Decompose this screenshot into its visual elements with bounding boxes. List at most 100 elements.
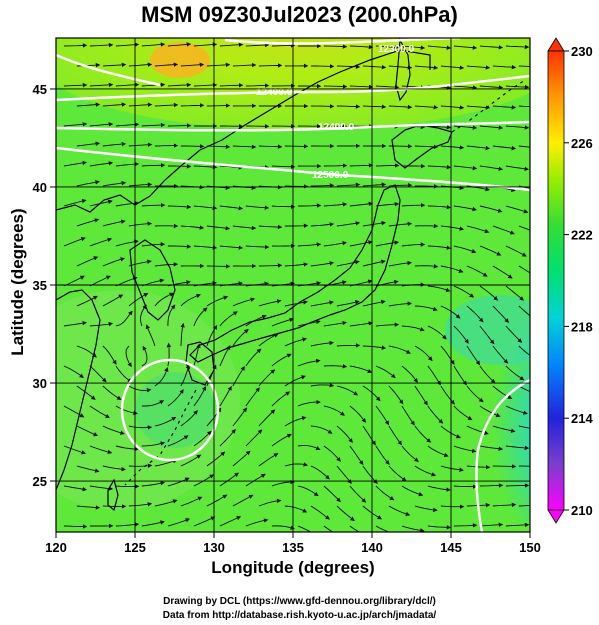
colorbar-tick-label: 218 <box>571 319 593 334</box>
streamline-arrow <box>245 387 260 407</box>
streamline-arrow <box>245 348 262 367</box>
streamline-arrow <box>336 64 361 69</box>
streamline-arrow <box>414 345 433 362</box>
streamline-arrow <box>518 345 530 356</box>
streamline-arrow <box>206 494 228 507</box>
contour-label-12500: 12500.0 <box>312 170 349 181</box>
streamline-arrow <box>89 445 113 455</box>
streamline-arrow <box>323 405 345 416</box>
colorbar-tick-label: 226 <box>571 136 593 151</box>
streamline-arrow <box>479 365 496 384</box>
streamline-arrow <box>505 405 528 415</box>
streamline-arrow <box>453 523 478 528</box>
streamline-arrow <box>297 358 321 367</box>
height-contours <box>56 38 530 532</box>
streamline-arrow <box>232 494 254 507</box>
streamline-arrow <box>310 425 333 434</box>
streamline-arrow <box>102 425 125 435</box>
streamline-arrow <box>180 454 202 467</box>
streamline-arrow <box>102 345 117 365</box>
streamline-arrow <box>297 445 321 451</box>
streamline-arrow <box>323 485 341 503</box>
streamline-arrow <box>219 385 232 407</box>
streamline-arrow <box>492 265 513 279</box>
streamline-arrow <box>336 260 360 267</box>
streamline-arrow <box>427 525 452 530</box>
streamline-arrow <box>193 430 212 447</box>
contour-labels: 12300.0 12400.0 12400.0 12500.0 <box>256 44 415 181</box>
streamline-arrow <box>505 165 529 172</box>
streamline-arrow <box>388 505 411 517</box>
streamline-arrow <box>466 65 491 70</box>
streamline-arrow <box>180 62 205 67</box>
streamline-arrow <box>440 465 464 472</box>
streamline-arrow <box>219 83 244 88</box>
streamline-arrow <box>154 416 177 427</box>
streamline-arrow <box>180 322 185 347</box>
streamline-arrow <box>219 311 238 327</box>
streamline-arrow <box>414 465 437 477</box>
streamline-arrow <box>505 285 524 301</box>
streamline-arrow <box>362 425 376 446</box>
streamline-arrow <box>466 225 490 234</box>
streamline-arrow <box>375 84 400 90</box>
streamline-arrow <box>258 333 279 347</box>
streamline-arrow <box>453 165 478 171</box>
streamline-arrow <box>388 345 411 354</box>
streamline-arrow <box>466 105 491 110</box>
streamline-arrow <box>492 225 515 235</box>
streamline-arrow <box>258 453 279 467</box>
hokkaido-coast <box>391 124 453 169</box>
streamline-arrow <box>167 518 191 527</box>
streamline-arrow <box>76 62 101 68</box>
streamline-arrow <box>310 261 335 267</box>
streamline-arrow <box>492 305 510 323</box>
streamline-arrow <box>115 239 139 247</box>
y-axis-label: Latitude (degrees) <box>8 208 27 356</box>
streamline-arrow <box>232 225 257 231</box>
streamline-arrow <box>232 62 257 68</box>
streamline-arrow <box>128 62 153 67</box>
streamline-arrow <box>167 388 184 407</box>
streamline-arrow <box>141 42 166 47</box>
streamline-arrow <box>219 345 231 367</box>
streamline-arrow <box>284 300 308 307</box>
streamline-arrow <box>466 464 491 470</box>
streamline-arrow <box>310 382 335 388</box>
streamline-arrow <box>63 82 88 88</box>
contour-12300 <box>224 38 461 45</box>
credit-data: Data from http://database.rish.kyoto-u.a… <box>162 610 437 621</box>
streamline-arrow <box>492 105 517 110</box>
streamline-arrow <box>76 256 99 267</box>
streamline-arrow <box>323 525 334 532</box>
streamline-arrow <box>284 337 307 347</box>
streamline-arrow <box>427 485 451 492</box>
streamline-arrow <box>76 385 96 400</box>
streamline-arrow <box>245 314 267 327</box>
streamline-arrow <box>336 465 352 485</box>
streamline-arrow <box>375 445 390 465</box>
x-axis-ticks: 120 125 130 135 140 145 150 <box>45 532 541 555</box>
streamline-arrow <box>167 204 192 210</box>
streamline-arrow <box>128 259 152 267</box>
streamline-arrow <box>479 522 504 527</box>
streamline-arrow <box>167 435 189 447</box>
streamline-arrow <box>401 525 425 532</box>
x-tick-label: 125 <box>124 540 146 555</box>
streamline-arrow <box>427 125 452 130</box>
streamline-arrow <box>518 465 530 467</box>
streamline-arrow <box>362 220 386 227</box>
streamline-arrow <box>466 305 484 323</box>
streamline-arrow <box>167 164 192 169</box>
streamline-arrow <box>180 496 203 507</box>
streamline-arrow <box>336 343 361 348</box>
streamline-arrow <box>258 299 282 307</box>
streamline-arrow <box>518 385 530 393</box>
streamline-arrow <box>401 485 424 497</box>
streamline-arrow <box>310 465 330 480</box>
streamline-arrow <box>63 198 87 207</box>
streamline-arrow <box>505 44 530 50</box>
streamline-arrow <box>115 276 138 287</box>
streamline-arrow <box>375 485 395 501</box>
streamline-arrow <box>89 321 114 327</box>
